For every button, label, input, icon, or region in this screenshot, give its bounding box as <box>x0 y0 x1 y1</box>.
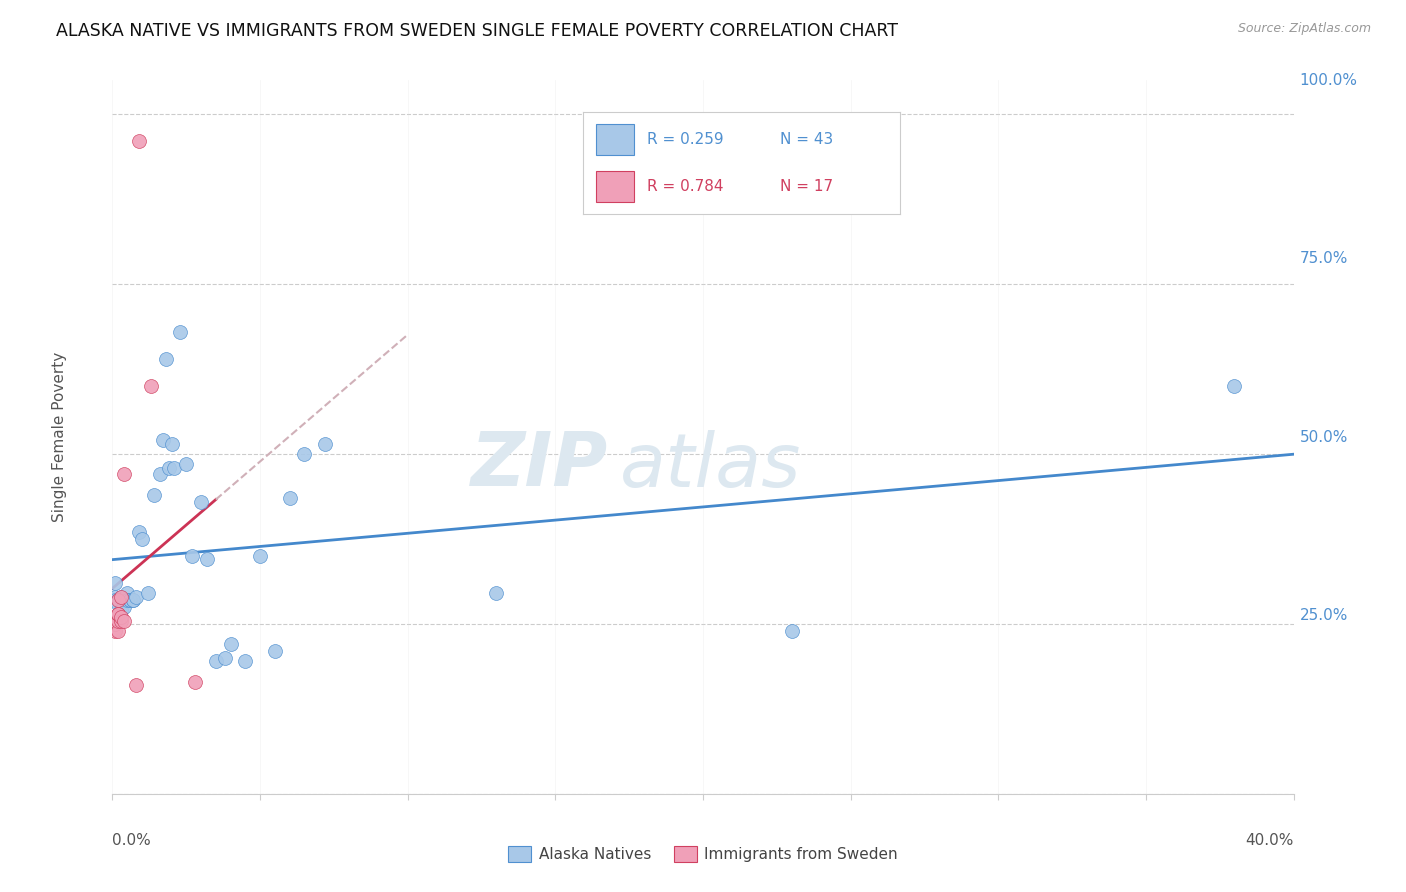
Point <box>112 467 135 482</box>
Point <box>122 593 145 607</box>
Text: ALASKA NATIVE VS IMMIGRANTS FROM SWEDEN SINGLE FEMALE POVERTY CORRELATION CHART: ALASKA NATIVE VS IMMIGRANTS FROM SWEDEN … <box>56 22 898 40</box>
Point <box>157 460 180 475</box>
Point <box>181 549 204 563</box>
Point <box>107 607 129 621</box>
Point <box>264 644 287 658</box>
Point <box>107 593 129 607</box>
Point <box>233 654 256 668</box>
Point <box>174 457 197 471</box>
Text: R = 0.259: R = 0.259 <box>647 132 723 146</box>
Text: 0.0%: 0.0% <box>112 833 152 848</box>
Point <box>149 467 172 482</box>
Point <box>195 552 218 566</box>
Point <box>110 590 132 604</box>
Point <box>125 590 148 604</box>
Text: ZIP: ZIP <box>471 429 609 502</box>
Point <box>117 586 138 600</box>
Point <box>107 614 129 628</box>
Text: N = 43: N = 43 <box>779 132 832 146</box>
Point <box>112 599 135 614</box>
Point <box>104 617 127 632</box>
Text: R = 0.784: R = 0.784 <box>647 179 723 194</box>
Point <box>120 593 142 607</box>
Text: 75.0%: 75.0% <box>1299 252 1348 266</box>
Point <box>104 576 127 591</box>
Point <box>117 593 138 607</box>
Point <box>122 593 145 607</box>
Point <box>107 593 129 607</box>
Text: 25.0%: 25.0% <box>1299 608 1348 623</box>
Point <box>142 488 165 502</box>
Point <box>485 586 508 600</box>
Point <box>136 586 159 600</box>
Point <box>1223 379 1246 393</box>
Text: 100.0%: 100.0% <box>1299 73 1357 87</box>
Text: 40.0%: 40.0% <box>1246 833 1294 848</box>
Point <box>184 674 207 689</box>
Point <box>107 597 129 611</box>
Point <box>104 624 127 638</box>
Point <box>107 624 129 638</box>
Point <box>110 603 132 617</box>
Point <box>110 590 132 604</box>
Point <box>112 614 135 628</box>
Text: N = 17: N = 17 <box>779 179 832 194</box>
Text: 50.0%: 50.0% <box>1299 430 1348 444</box>
Text: Single Female Poverty: Single Female Poverty <box>52 352 67 522</box>
FancyBboxPatch shape <box>596 124 634 154</box>
Point <box>112 593 135 607</box>
Point <box>110 610 132 624</box>
Point <box>190 494 212 508</box>
Point <box>125 678 148 692</box>
Point <box>292 447 315 461</box>
Point <box>219 637 242 651</box>
Point <box>139 379 162 393</box>
Point <box>128 135 150 149</box>
Point <box>128 525 150 540</box>
Point <box>104 614 127 628</box>
Point <box>214 651 236 665</box>
Point <box>205 654 228 668</box>
Point <box>169 325 191 339</box>
Point <box>120 593 142 607</box>
Point <box>131 532 153 546</box>
Point <box>104 593 127 607</box>
Point <box>278 491 301 506</box>
FancyBboxPatch shape <box>596 171 634 202</box>
Point <box>249 549 271 563</box>
Point <box>314 437 336 451</box>
Point <box>780 624 803 638</box>
Point <box>160 437 183 451</box>
Point <box>155 351 177 366</box>
Legend: Alaska Natives, Immigrants from Sweden: Alaska Natives, Immigrants from Sweden <box>502 840 904 868</box>
Point <box>152 434 174 448</box>
Text: Source: ZipAtlas.com: Source: ZipAtlas.com <box>1237 22 1371 36</box>
Point <box>163 460 186 475</box>
Point <box>107 607 129 621</box>
Point <box>104 590 127 604</box>
Text: atlas: atlas <box>620 430 801 501</box>
Point <box>110 614 132 628</box>
